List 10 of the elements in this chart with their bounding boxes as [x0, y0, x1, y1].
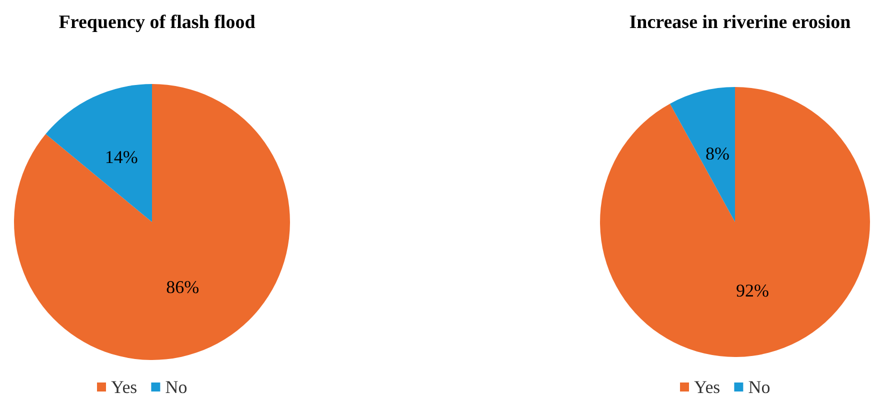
legend-label: Yes — [694, 377, 720, 397]
data-label: 92% — [736, 280, 770, 300]
legend-label: No — [748, 377, 770, 397]
legend-label: No — [165, 377, 188, 397]
chart-title: Increase in riverine erosion — [629, 12, 852, 33]
data-label: 14% — [104, 146, 138, 167]
data-label: 8% — [705, 144, 730, 164]
legend-label: Yes — [111, 377, 138, 397]
chart-title: Frequency of flash flood — [58, 12, 256, 33]
data-label: 86% — [166, 277, 200, 298]
